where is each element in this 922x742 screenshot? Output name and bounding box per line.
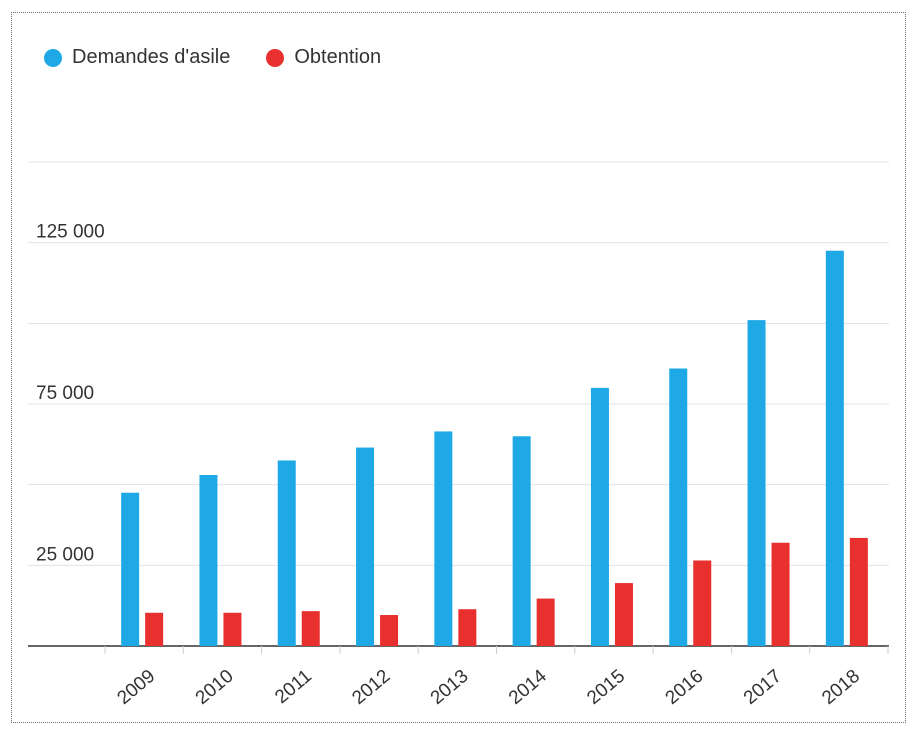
legend-item-demandes[interactable]: Demandes d'asile	[44, 46, 230, 69]
bar-obtention	[301, 611, 320, 646]
bar-obtention	[614, 583, 633, 646]
bar-obtention	[145, 612, 164, 646]
bar-obtention	[458, 609, 477, 646]
legend: Demandes d'asile Obtention	[44, 46, 417, 69]
bar-obtention	[693, 560, 712, 646]
x-tick-label: 2015	[583, 666, 629, 709]
y-tick-label: 25 000	[36, 544, 94, 565]
legend-label-obtention: Obtention	[294, 46, 382, 68]
x-tick-label: 2010	[192, 666, 238, 709]
x-tick-label: 2011	[271, 666, 316, 708]
legend-marker-demandes	[44, 48, 62, 67]
legend-item-obtention[interactable]: Obtention	[266, 46, 381, 69]
y-tick-label: 75 000	[36, 383, 94, 404]
bar-demandes	[356, 447, 375, 646]
bar-demandes	[669, 368, 688, 646]
legend-label-demandes: Demandes d'asile	[72, 46, 231, 68]
bar-obtention	[380, 615, 399, 646]
bar-demandes	[121, 492, 140, 646]
x-tick-label: 2018	[818, 666, 864, 709]
x-tick-label: 2017	[740, 666, 786, 709]
bar-demandes	[434, 431, 453, 646]
bar-demandes	[512, 436, 531, 646]
legend-marker-obtention	[266, 48, 285, 67]
y-tick-label: 125 000	[36, 222, 105, 243]
bar-demandes	[590, 387, 609, 646]
bar-demandes	[199, 474, 218, 646]
bar-demandes	[825, 250, 844, 646]
x-tick-label: 2012	[348, 666, 394, 709]
x-tick-label: 2013	[427, 666, 473, 709]
x-tick-label: 2016	[662, 666, 708, 709]
bar-obtention	[849, 537, 868, 646]
bar-obtention	[536, 598, 555, 646]
x-tick-label: 2009	[113, 666, 159, 709]
bar-obtention	[223, 612, 242, 646]
bar-demandes	[747, 320, 766, 646]
x-tick-label: 2014	[505, 665, 551, 709]
bar-obtention	[771, 542, 790, 646]
bar-demandes	[277, 460, 296, 646]
